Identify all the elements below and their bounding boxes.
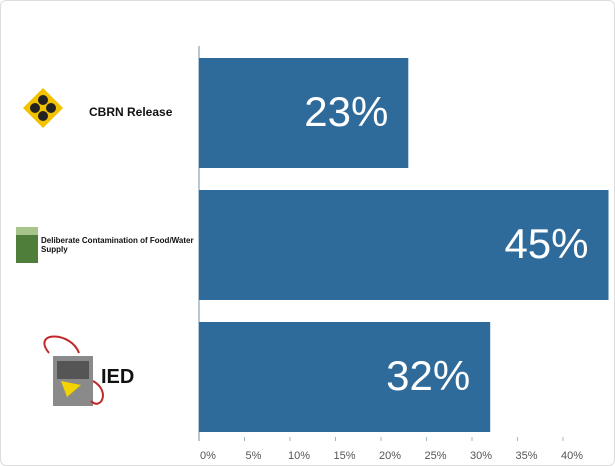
x-tick-label: 10% — [288, 450, 310, 462]
x-tick-label: 5% — [246, 450, 262, 462]
hazard-icon — [23, 88, 63, 128]
value-label: 45% — [504, 220, 588, 267]
x-tick-label: 30% — [470, 450, 492, 462]
category-label: CBRN Release — [89, 105, 173, 120]
bar — [199, 58, 409, 168]
x-tick-label: 40% — [561, 450, 583, 462]
value-label: 23% — [304, 88, 388, 135]
bar — [199, 190, 609, 300]
x-tick-label: 15% — [333, 450, 355, 462]
category-label: Deliberate Contamination of Food/Water S… — [41, 235, 194, 254]
bar — [199, 322, 491, 432]
value-label: 32% — [386, 352, 470, 399]
crop-icon — [16, 227, 38, 263]
category-label: IED — [101, 365, 135, 388]
x-tick-label: 25% — [424, 450, 446, 462]
x-tick-label: 35% — [515, 450, 537, 462]
x-tick-label: 0% — [200, 450, 216, 462]
x-tick-label: 20% — [379, 450, 401, 462]
ied-icon — [43, 335, 104, 406]
